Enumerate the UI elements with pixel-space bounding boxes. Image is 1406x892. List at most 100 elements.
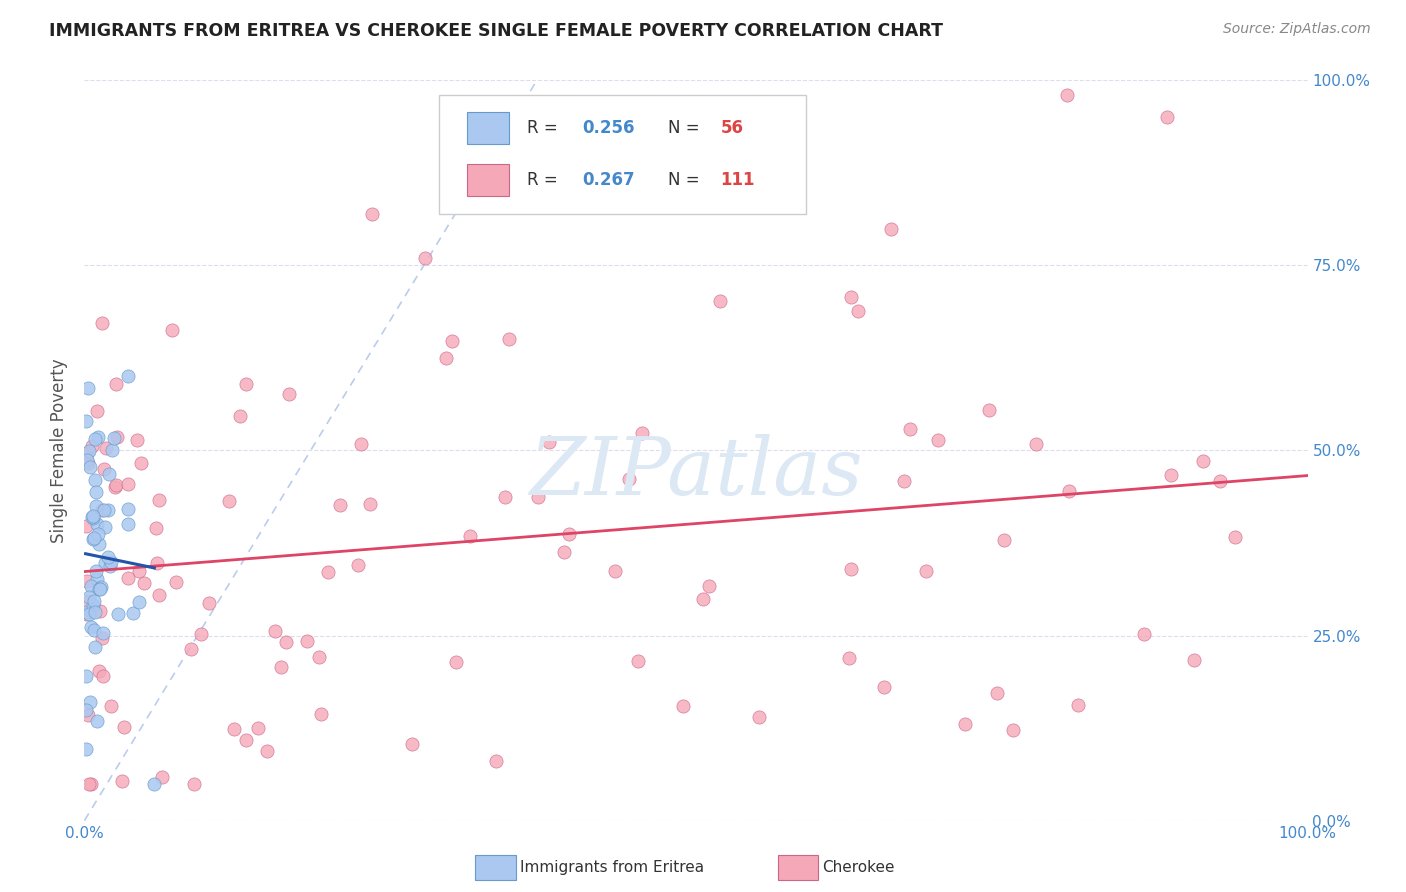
Point (75, 742, 97, 756)
Point (247, 721, 270, 735)
Point (100, 699, 122, 714)
Point (1156, 111, 1178, 125)
Point (1001, 723, 1024, 737)
Point (84, 485, 107, 500)
Point (434, 351, 457, 365)
Point (880, 222, 903, 236)
Text: Immigrants from Eritrea: Immigrants from Eritrea (520, 860, 704, 874)
Point (413, 251, 436, 265)
Point (1133, 627, 1156, 641)
Text: N =: N = (668, 119, 704, 136)
Point (75, 605, 97, 619)
Point (197, 596, 219, 610)
Point (75, 518, 97, 533)
Point (76, 574, 98, 589)
Point (128, 564, 150, 578)
Point (79, 695, 101, 709)
Point (104, 480, 127, 494)
Point (350, 437, 373, 451)
Text: 0.256: 0.256 (582, 119, 634, 136)
Point (898, 422, 921, 436)
Point (117, 476, 139, 491)
Point (111, 774, 134, 789)
Point (235, 377, 257, 392)
Point (91, 631, 114, 645)
Point (84, 499, 107, 513)
Point (484, 754, 506, 768)
Point (87, 527, 110, 541)
Point (309, 707, 332, 722)
Point (82, 511, 104, 525)
Point (90, 580, 112, 594)
Text: 56: 56 (720, 119, 744, 136)
Point (89, 604, 111, 618)
Point (127, 434, 149, 448)
Point (79, 459, 101, 474)
Point (77, 381, 100, 395)
Point (93, 462, 115, 476)
Text: 0.267: 0.267 (582, 170, 636, 188)
Point (839, 562, 862, 576)
Point (80, 776, 103, 791)
Point (83, 623, 105, 637)
Point (122, 606, 145, 620)
Point (75, 607, 97, 621)
Point (91, 316, 114, 330)
FancyBboxPatch shape (439, 95, 806, 213)
Point (1025, 436, 1047, 450)
Point (494, 490, 516, 504)
Point (180, 642, 202, 657)
Point (83, 532, 105, 546)
Point (953, 717, 976, 731)
Point (631, 426, 654, 441)
Point (76, 446, 98, 460)
Text: 111: 111 (720, 170, 755, 188)
Point (98, 558, 121, 573)
Point (82, 510, 104, 524)
Point (893, 474, 915, 488)
Point (278, 386, 301, 401)
Point (87, 430, 110, 444)
Point (603, 564, 626, 578)
Point (76, 593, 98, 607)
Point (75, 669, 97, 683)
Point (112, 720, 135, 734)
Point (316, 566, 339, 580)
Point (83, 605, 105, 619)
Point (152, 770, 174, 784)
Point (145, 520, 167, 534)
Point (627, 654, 650, 668)
Text: IMMIGRANTS FROM ERITREA VS CHEROKEE SINGLE FEMALE POVERTY CORRELATION CHART: IMMIGRANTS FROM ERITREA VS CHEROKEE SING… (49, 22, 943, 40)
Point (117, 502, 139, 516)
Point (165, 575, 187, 590)
Point (94, 556, 117, 570)
Point (993, 533, 1015, 547)
Point (295, 634, 318, 648)
Text: Source: ZipAtlas.com: Source: ZipAtlas.com (1223, 22, 1371, 37)
Point (117, 369, 139, 384)
Point (986, 686, 1008, 700)
Point (274, 634, 297, 648)
Point (440, 334, 463, 348)
Point (107, 607, 129, 622)
Point (401, 737, 423, 751)
Point (927, 433, 949, 447)
Point (80, 439, 103, 453)
Point (80, 620, 103, 634)
Point (83, 594, 105, 608)
Point (873, 681, 896, 695)
Text: ZIPatlas: ZIPatlas (529, 434, 863, 511)
Point (86, 404, 108, 418)
Point (79, 579, 101, 593)
Point (458, 529, 481, 543)
Point (91, 503, 114, 517)
Point (84, 473, 107, 487)
Point (77, 776, 100, 791)
Point (77, 591, 100, 605)
Point (692, 592, 714, 607)
Point (86, 517, 108, 532)
Point (77, 444, 100, 458)
Point (444, 655, 467, 669)
Point (82, 532, 104, 546)
Point (359, 497, 381, 511)
